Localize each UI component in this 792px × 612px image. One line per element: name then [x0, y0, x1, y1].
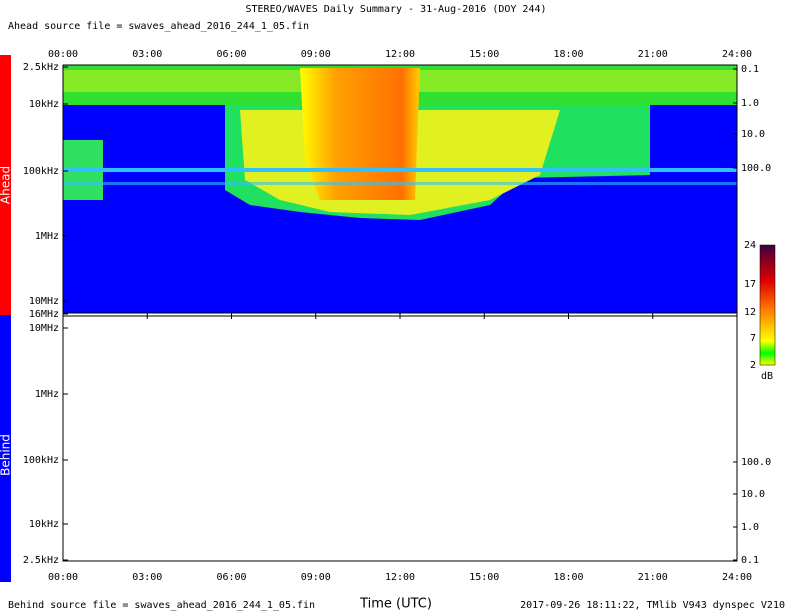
ahead-spectrogram: [63, 65, 737, 313]
right-tick: 10.0: [741, 129, 765, 140]
time-tick-bottom: 12:00: [385, 572, 415, 583]
time-tick-bottom: 06:00: [216, 572, 246, 583]
ahead-source: Ahead source file = swaves_ahead_2016_24…: [8, 21, 309, 32]
freq-tick: 1MHz: [35, 389, 59, 400]
colorbar: [759, 244, 776, 366]
time-tick-top: 24:00: [722, 49, 752, 60]
right-tick: 1.0: [741, 98, 759, 109]
freq-tick: 10kHz: [29, 99, 59, 110]
freq-tick: 2.5kHz: [23, 555, 59, 566]
behind-label: Behind: [0, 434, 13, 476]
colorbar-tick: 2: [750, 360, 756, 371]
right-tick: 0.1: [741, 64, 759, 75]
colorbar-tick: 17: [744, 279, 756, 290]
freq-tick: 100kHz: [23, 166, 59, 177]
freq-tick: 16MHz: [29, 309, 59, 320]
colorbar-tick: 24: [744, 240, 756, 251]
time-tick-bottom: 21:00: [638, 572, 668, 583]
freq-tick: 100kHz: [23, 455, 59, 466]
right-tick: 10.0: [741, 489, 765, 500]
time-tick-top: 06:00: [216, 49, 246, 60]
freq-tick: 1MHz: [35, 231, 59, 242]
time-tick-bottom: 24:00: [722, 572, 752, 583]
behind-bar: [0, 315, 11, 582]
time-tick-top: 15:00: [469, 49, 499, 60]
x-label: Time (UTC): [359, 597, 432, 612]
time-tick-bottom: 09:00: [301, 572, 331, 583]
time-tick-top: 03:00: [132, 49, 162, 60]
time-tick-top: 18:00: [553, 49, 583, 60]
freq-tick: 2.5kHz: [23, 62, 59, 73]
freq-tick: 10kHz: [29, 519, 59, 530]
right-tick: 100.0: [741, 457, 771, 468]
freq-tick: 10MHz: [29, 296, 59, 307]
title: STEREO/WAVES Daily Summary - 31-Aug-2016…: [245, 4, 546, 15]
ahead-bar: [0, 55, 11, 315]
colorbar-unit: dB: [761, 371, 773, 382]
behind-source: Behind source file = swaves_ahead_2016_2…: [8, 600, 315, 611]
time-tick-top: 00:00: [48, 49, 78, 60]
freq-tick: 10MHz: [29, 323, 59, 334]
time-tick-top: 12:00: [385, 49, 415, 60]
time-tick-bottom: 00:00: [48, 572, 78, 583]
ahead-label: Ahead: [0, 166, 13, 204]
colorbar-tick: 7: [750, 333, 756, 344]
time-tick-bottom: 18:00: [553, 572, 583, 583]
colorbar-tick: 12: [744, 307, 756, 318]
behind-frame: [62, 315, 738, 562]
time-tick-bottom: 03:00: [132, 572, 162, 583]
stamp: 2017-09-26 18:11:22, TMlib V943 dynspec …: [520, 600, 785, 611]
right-tick: 1.0: [741, 522, 759, 533]
time-tick-top: 21:00: [638, 49, 668, 60]
right-tick: 100.0: [741, 163, 771, 174]
time-tick-top: 09:00: [301, 49, 331, 60]
time-tick-bottom: 15:00: [469, 572, 499, 583]
right-tick: 0.1: [741, 555, 759, 566]
